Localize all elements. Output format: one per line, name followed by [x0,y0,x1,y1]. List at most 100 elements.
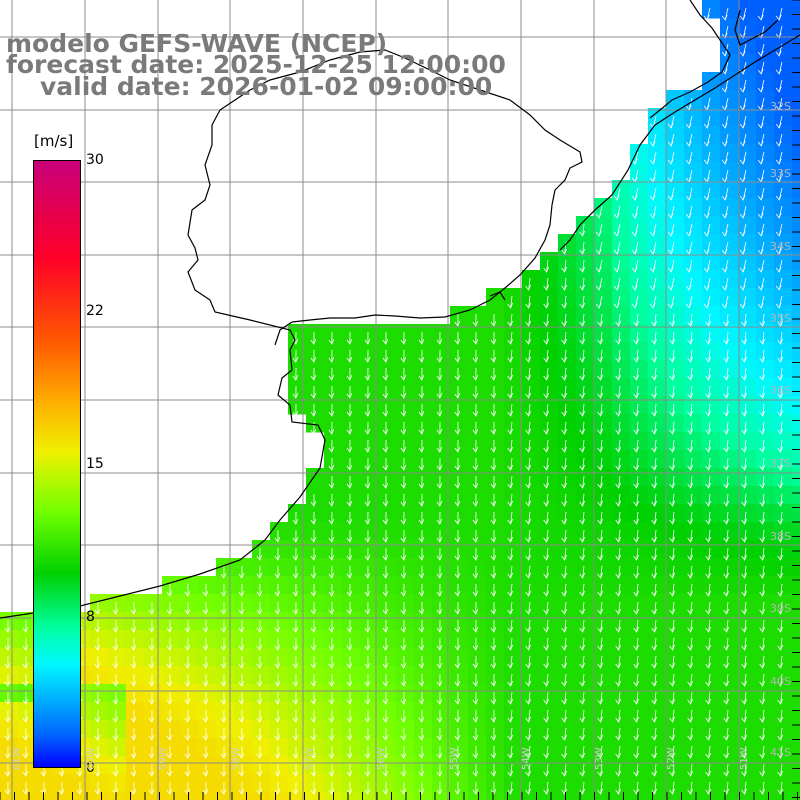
wind-arrow [112,637,119,651]
speed-cell [702,684,721,703]
speed-cell [756,486,775,505]
speed-cell [360,738,379,757]
wind-arrow [777,421,784,435]
speed-cell [180,684,199,703]
wind-arrow [741,385,748,399]
wind-arrow [669,673,676,687]
speed-cell [612,576,631,595]
wind-arrow [705,421,712,435]
speed-cell [126,666,145,685]
wind-arrow [490,763,497,777]
speed-cell [792,612,800,631]
wind-arrow [346,547,353,561]
speed-cell [792,684,800,703]
wind-arrow [256,637,263,651]
speed-cell [486,522,505,541]
wind-arrow [328,745,335,759]
wind-arrow [631,241,639,255]
wind-arrow [649,133,657,147]
wind-arrow [723,565,730,579]
wind-arrow [436,601,443,615]
speed-cell [450,450,469,469]
wind-arrow [490,349,497,363]
speed-cell [486,342,505,361]
wind-arrow [94,709,101,723]
wind-arrow [274,763,281,777]
speed-cell [594,270,613,289]
speed-cell [540,576,559,595]
speed-cell [738,522,757,541]
speed-cell [252,648,271,667]
wind-arrow [687,529,694,543]
wind-arrow [687,403,694,417]
wind-arrow [472,709,479,723]
speed-cell [378,648,397,667]
speed-cell [684,576,703,595]
wind-arrow [687,421,694,435]
wind-arrow [561,295,568,309]
wind-arrow [346,745,353,759]
speed-cell [324,324,343,343]
speed-cell [522,450,541,469]
wind-arrow [328,655,335,669]
colorbar [33,160,81,768]
wind-arrow [238,727,245,741]
speed-cell [360,630,379,649]
wind-arrow [436,583,443,597]
speed-cell [774,252,793,271]
speed-cell [720,432,739,451]
speed-cell [594,576,613,595]
wind-arrow [597,457,604,471]
speed-cell [558,468,577,487]
wind-arrow [490,457,497,471]
wind-arrow [723,331,730,345]
wind-arrow [705,385,712,399]
speed-cell [576,360,595,379]
speed-cell [576,270,595,289]
speed-cell [720,396,739,415]
speed-cell [360,378,379,397]
speed-cell [360,486,379,505]
speed-cell [162,612,181,631]
wind-arrow [436,745,443,759]
speed-cell [342,684,361,703]
speed-cell [702,216,721,235]
speed-cell [414,504,433,523]
speed-cell [720,414,739,433]
speed-cell [666,144,685,163]
speed-cell [468,306,487,325]
speed-cell [396,666,415,685]
wind-arrow [472,547,479,561]
speed-cell [450,504,469,523]
wind-arrow [292,637,299,651]
speed-cell [306,648,325,667]
wind-arrow [220,727,227,741]
speed-cell [432,558,451,577]
speed-cell [666,792,685,800]
speed-cell [756,414,775,433]
speed-cell [432,576,451,595]
speed-cell [720,594,739,613]
speed-cell [756,342,775,361]
speed-cell [594,594,613,613]
speed-cell [630,630,649,649]
speed-cell [738,162,757,181]
speed-cell [630,198,649,217]
speed-cell [756,234,775,253]
speed-cell [684,180,703,199]
speed-cell [486,648,505,667]
speed-cell [792,414,800,433]
speed-cell [468,324,487,343]
speed-cell [252,612,271,631]
wind-arrow [633,565,640,579]
speed-cell [720,702,739,721]
wind-arrow [94,637,101,651]
speed-cell [774,54,793,73]
speed-cell [720,216,739,235]
speed-cell [558,720,577,739]
wind-arrow [687,457,694,471]
wind-arrow [418,493,425,507]
speed-cell [432,324,451,343]
wind-arrow [543,619,550,633]
wind-arrow [615,709,622,723]
